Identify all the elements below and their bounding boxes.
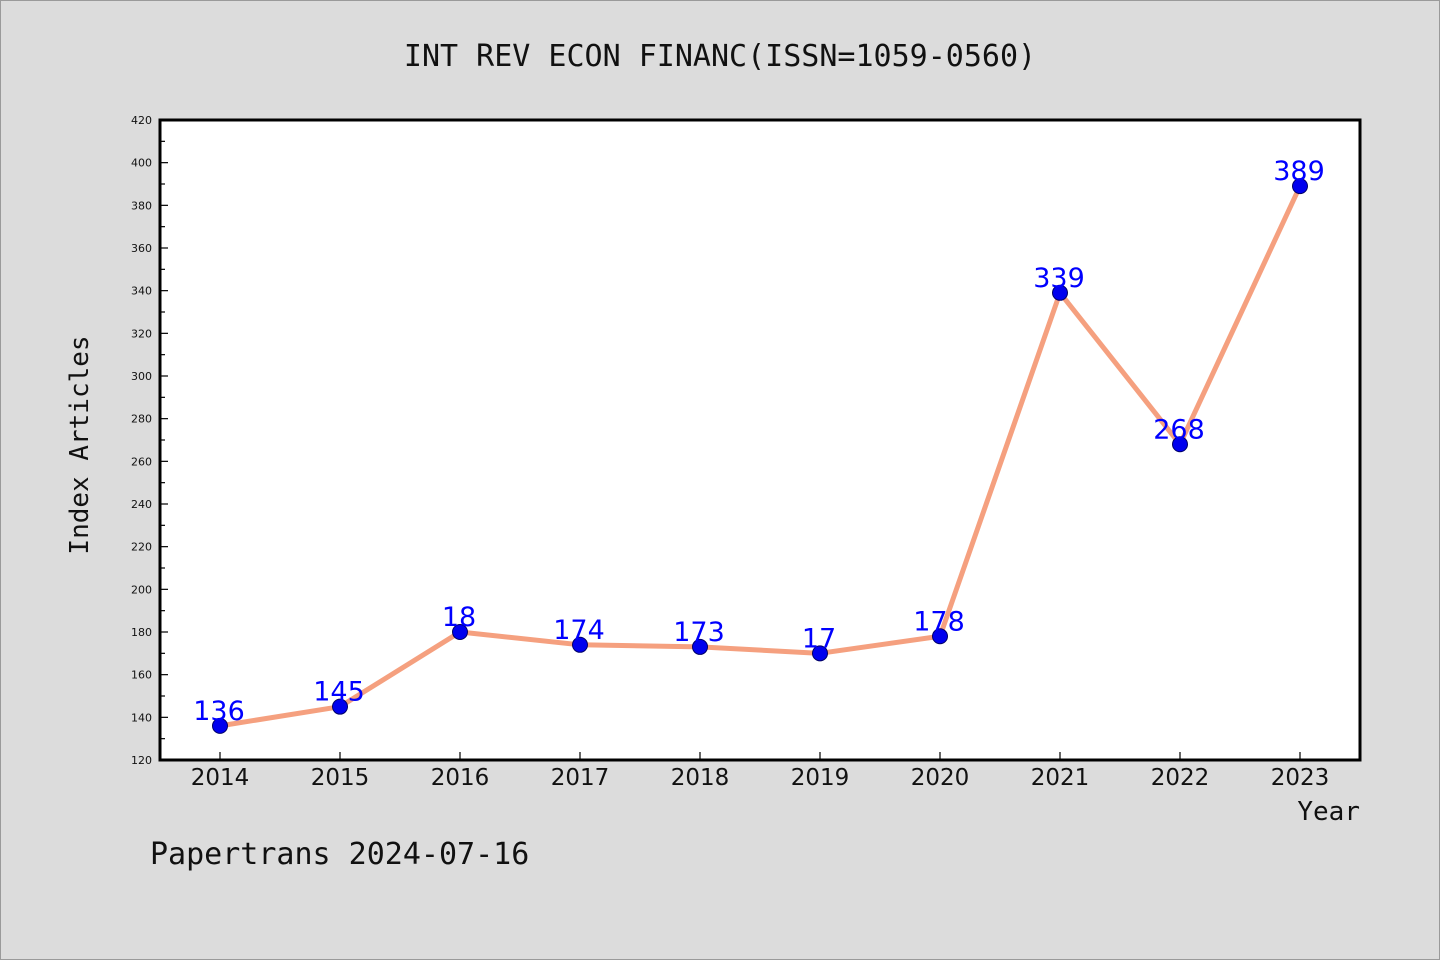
data-point-marker (452, 624, 468, 640)
y-tick-label: 360 (131, 242, 152, 255)
data-label: 17 (802, 623, 836, 654)
x-tick-label: 2020 (911, 765, 970, 791)
chart-title: INT REV ECON FINANC(ISSN=1059-0560) (404, 39, 1036, 74)
data-label: 18 (442, 602, 476, 633)
data-label: 174 (553, 615, 605, 646)
y-tick-label: 280 (131, 413, 152, 426)
x-tick-label: 2021 (1031, 765, 1090, 791)
footer-credit: Papertrans 2024-07-16 (150, 837, 529, 872)
data-point-marker (332, 698, 348, 715)
data-label: 268 (1153, 414, 1205, 445)
x-axis-label: Year (1297, 797, 1360, 827)
data-point-marker (1052, 284, 1068, 301)
y-tick-label: 220 (131, 541, 152, 554)
data-label: 173 (673, 617, 725, 648)
x-tick-label: 2023 (1271, 765, 1330, 791)
x-tick-label: 2018 (671, 765, 730, 791)
data-point-marker (212, 717, 228, 734)
data-point-marker (932, 628, 948, 645)
y-tick-label: 120 (131, 754, 152, 767)
y-tick-label: 400 (131, 157, 152, 170)
x-tick-label: 2019 (791, 765, 850, 791)
y-axis: 120 140 160 180 200 220 240 260 280 300 320 340 360 3… (131, 114, 168, 767)
y-tick-label: 200 (131, 583, 152, 596)
y-tick-label: 300 (131, 370, 152, 383)
data-point-marker (572, 636, 588, 653)
data-point-marker (812, 645, 828, 662)
y-tick-label: 140 (131, 711, 152, 724)
data-point-marker (1172, 436, 1188, 453)
data-point-marker (1292, 178, 1308, 195)
data-label: 178 (913, 606, 965, 637)
plot-area (158, 118, 1362, 762)
y-tick-label: 320 (131, 327, 152, 340)
y-axis-label: Index Articles (65, 335, 95, 554)
data-label: 339 (1033, 263, 1085, 294)
data-point-marker (692, 638, 708, 655)
y-tick-label: 180 (131, 626, 152, 639)
x-tick-label: 2016 (431, 765, 490, 791)
y-tick-label: 420 (131, 114, 152, 127)
data-label: 389 (1273, 156, 1325, 187)
y-tick-label: 160 (131, 669, 152, 682)
y-tick-label: 240 (131, 498, 152, 511)
y-tick-label: 340 (131, 285, 152, 298)
x-tick-label: 2022 (1151, 765, 1210, 791)
data-series: 136 145 18 174 173 17 178 339 268 389 (193, 156, 1325, 734)
x-axis: 2014 2015 2016 2017 2018 2019 2020 2021 2022 2023 (191, 752, 1330, 791)
y-tick-label: 380 (131, 199, 152, 212)
x-tick-label: 2014 (191, 765, 250, 791)
x-tick-label: 2015 (311, 765, 370, 791)
data-label: 136 (193, 696, 245, 727)
y-tick-label: 260 (131, 455, 152, 468)
series-line (217, 183, 1303, 729)
x-tick-label: 2017 (551, 765, 610, 791)
data-label: 145 (313, 677, 365, 708)
